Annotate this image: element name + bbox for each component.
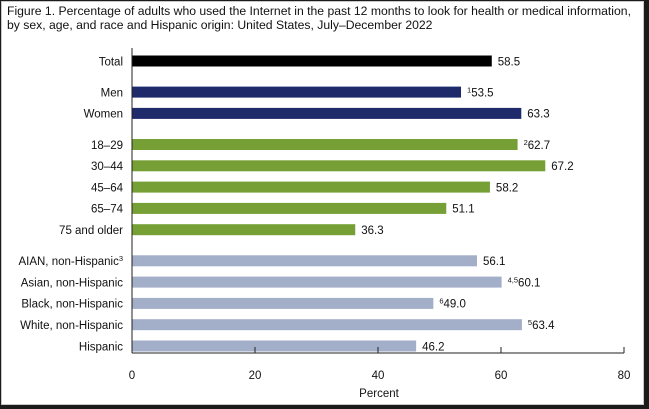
value-label-hispanic: 46.2 xyxy=(422,341,444,353)
value-label-total: 58.5 xyxy=(498,56,520,68)
bar-total xyxy=(132,55,492,67)
category-label-45-64: 45–64 xyxy=(91,182,124,194)
value-label-30-44: 67.2 xyxy=(551,161,573,173)
category-label-total: Total xyxy=(99,56,123,68)
bar-men xyxy=(132,86,462,98)
bar-black-non-hispanic xyxy=(132,297,434,309)
bar-women xyxy=(132,107,522,119)
bar-18-29 xyxy=(132,139,518,150)
x-axis: 0 20 40 60 80 Percent xyxy=(129,48,631,400)
figure-frame: Figure 1. Percentage of adults who used … xyxy=(1,1,644,405)
value-label-men: 153.5 xyxy=(467,85,494,99)
bars-layer: Total 58.5 Men 153.5 Women 63.3 18–29 262.7 30–4… xyxy=(18,55,574,353)
figure-title: Figure 1. Percentage of adults who used … xyxy=(7,4,631,32)
bar-45-64 xyxy=(132,181,490,193)
bar-65-74 xyxy=(132,202,447,214)
x-tick-label-40: 40 xyxy=(372,370,385,382)
value-label-75-and-older: 36.3 xyxy=(361,225,383,237)
value-label-18-29: 262.7 xyxy=(524,138,551,152)
category-label-asian-non-hispanic: Asian, non-Hispanic xyxy=(21,277,124,289)
category-label-white-non-hispanic: White, non-Hispanic xyxy=(20,320,123,332)
bar-75-and-older xyxy=(132,224,356,236)
category-label-75-and-older: 75 and older xyxy=(59,225,123,237)
category-label-30-44: 30–44 xyxy=(91,161,124,173)
value-label-black-non-hispanic: 649.0 xyxy=(439,297,466,311)
category-label-65-74: 65–74 xyxy=(91,204,124,216)
value-label-white-non-hispanic: 563.4 xyxy=(528,318,555,332)
value-label-45-64: 58.2 xyxy=(496,182,518,194)
value-label-aian-non-hispanic: 56.1 xyxy=(483,256,505,268)
x-tick-label-60: 60 xyxy=(495,370,508,382)
x-tick-label-20: 20 xyxy=(249,370,262,382)
bar-30-44 xyxy=(132,160,546,172)
category-label-aian-non-hispanic: AIAN, non-Hispanic3 xyxy=(18,254,123,268)
bar-asian-non-hispanic xyxy=(132,276,502,288)
bar-hispanic xyxy=(132,340,417,352)
x-tick-label-80: 80 xyxy=(618,370,631,382)
value-label-65-74: 51.1 xyxy=(452,204,474,216)
bar-white-non-hispanic xyxy=(132,319,522,331)
value-label-asian-non-hispanic: 4,560.1 xyxy=(508,275,541,289)
value-label-women: 63.3 xyxy=(527,109,549,121)
x-axis-title: Percent xyxy=(359,388,399,400)
category-label-18-29: 18–29 xyxy=(91,140,123,152)
category-label-black-non-hispanic: Black, non-Hispanic xyxy=(21,299,123,311)
category-label-men: Men xyxy=(101,87,123,99)
category-label-hispanic: Hispanic xyxy=(79,341,123,353)
category-label-women: Women xyxy=(84,109,123,121)
bar-aian-non-hispanic xyxy=(132,255,478,267)
x-tick-label-0: 0 xyxy=(129,370,135,382)
